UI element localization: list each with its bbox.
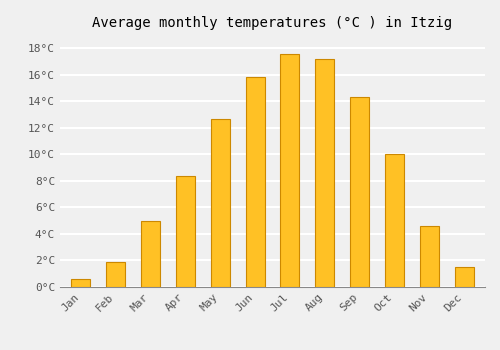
Bar: [315, 59, 334, 287]
Bar: [141, 221, 160, 287]
Bar: [210, 119, 230, 287]
Bar: [246, 77, 264, 287]
Bar: [72, 279, 90, 287]
Title: Average monthly temperatures (°C ) in Itzig: Average monthly temperatures (°C ) in It…: [92, 16, 452, 30]
Bar: [385, 154, 404, 287]
Bar: [420, 226, 439, 287]
Bar: [454, 267, 473, 287]
Bar: [280, 54, 299, 287]
Bar: [350, 97, 369, 287]
Bar: [176, 176, 195, 287]
Bar: [106, 262, 126, 287]
